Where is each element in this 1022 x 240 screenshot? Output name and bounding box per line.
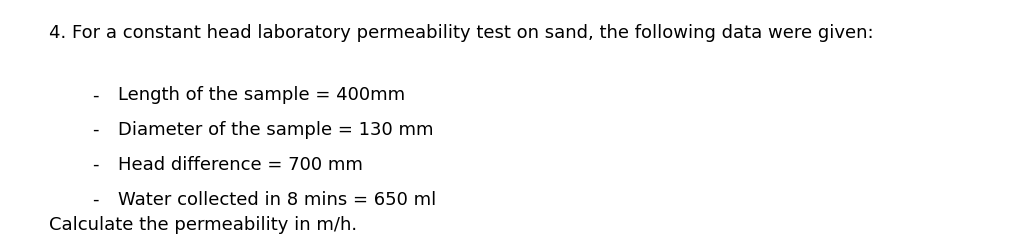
Text: Length of the sample = 400mm: Length of the sample = 400mm: [118, 86, 405, 104]
Text: Diameter of the sample = 130 mm: Diameter of the sample = 130 mm: [118, 121, 433, 139]
Text: -: -: [92, 86, 98, 104]
Text: 4. For a constant head laboratory permeability test on sand, the following data : 4. For a constant head laboratory permea…: [49, 24, 874, 42]
Text: -: -: [92, 156, 98, 174]
Text: -: -: [92, 121, 98, 139]
Text: Calculate the permeability in m/h.: Calculate the permeability in m/h.: [49, 216, 357, 234]
Text: Water collected in 8 mins = 650 ml: Water collected in 8 mins = 650 ml: [118, 191, 435, 209]
Text: -: -: [92, 191, 98, 209]
Text: Head difference = 700 mm: Head difference = 700 mm: [118, 156, 363, 174]
